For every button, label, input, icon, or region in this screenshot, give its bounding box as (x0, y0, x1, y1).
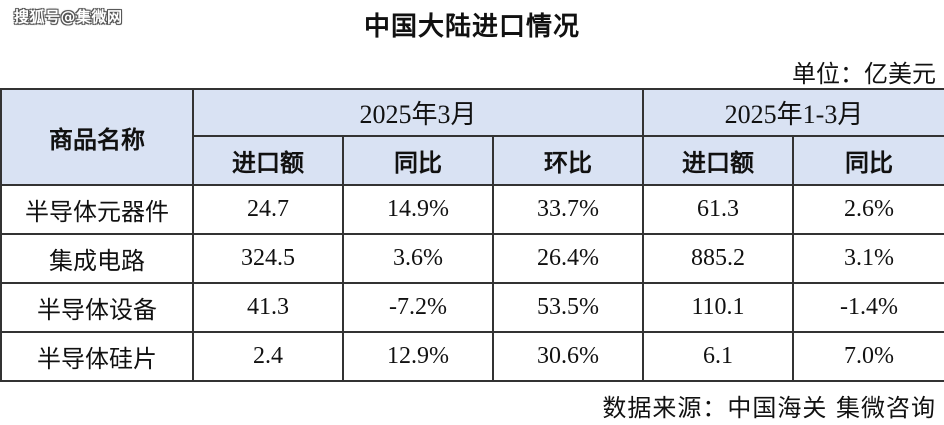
cell-value: 14.9% (342, 184, 494, 235)
row-name: 集成电路 (0, 233, 194, 284)
row-name: 半导体硅片 (0, 331, 194, 382)
col-header-import-ytd: 进口额 (642, 135, 794, 186)
period-header-ytd: 2025年1-3月 (641, 88, 944, 137)
name-header: 商品名称 (0, 88, 194, 186)
unit-label: 单位：亿美元 (792, 60, 936, 88)
period-header-month: 2025年3月 (192, 88, 644, 137)
cell-value: 12.9% (342, 331, 494, 382)
row-name: 半导体设备 (0, 282, 194, 333)
cell-value: 30.6% (492, 331, 644, 382)
col-header-import-month: 进口额 (192, 135, 344, 186)
cell-value: 61.3 (642, 184, 794, 235)
cell-value: 3.1% (791, 233, 944, 284)
import-table: 商品名称 2025年3月 2025年1-3月 进口额 同比 环比 进口额 同比 … (0, 88, 944, 382)
table-row: 半导体硅片 2.4 12.9% 30.6% 6.1 7.0% (0, 331, 944, 382)
source-note: 数据来源：中国海关 集微咨询 (602, 394, 936, 422)
cell-value: 53.5% (492, 282, 644, 333)
cell-value: 6.1 (642, 331, 794, 382)
table-row: 半导体元器件 24.7 14.9% 33.7% 61.3 2.6% (0, 184, 944, 235)
cell-value: 110.1 (642, 282, 794, 333)
cell-value: 33.7% (492, 184, 644, 235)
cell-value: 2.4 (192, 331, 344, 382)
table-row: 集成电路 324.5 3.6% 26.4% 885.2 3.1% (0, 233, 944, 284)
cell-value: 24.7 (192, 184, 344, 235)
col-header-yoy-month: 同比 (342, 135, 494, 186)
cell-value: 2.6% (791, 184, 944, 235)
header-row-metrics: 进口额 同比 环比 进口额 同比 (1, 135, 944, 186)
col-header-mom-month: 环比 (492, 135, 644, 186)
cell-value: 41.3 (192, 282, 344, 333)
cell-value: 3.6% (342, 233, 494, 284)
cell-value: 324.5 (192, 233, 344, 284)
cell-value: -1.4% (791, 282, 944, 333)
header-row-periods: 商品名称 2025年3月 2025年1-3月 (0, 88, 944, 186)
cell-value: 885.2 (642, 233, 794, 284)
cell-value: -7.2% (342, 282, 494, 333)
page-title: 中国大陆进口情况 (363, 12, 580, 42)
row-name: 半导体元器件 (0, 184, 194, 235)
cell-value: 7.0% (791, 331, 944, 382)
col-header-yoy-ytd: 同比 (791, 135, 944, 186)
table-row: 半导体设备 41.3 -7.2% 53.5% 110.1 -1.4% (0, 282, 944, 333)
cell-value: 26.4% (492, 233, 644, 284)
watermark: 搜狐号@集微网 (14, 8, 123, 26)
